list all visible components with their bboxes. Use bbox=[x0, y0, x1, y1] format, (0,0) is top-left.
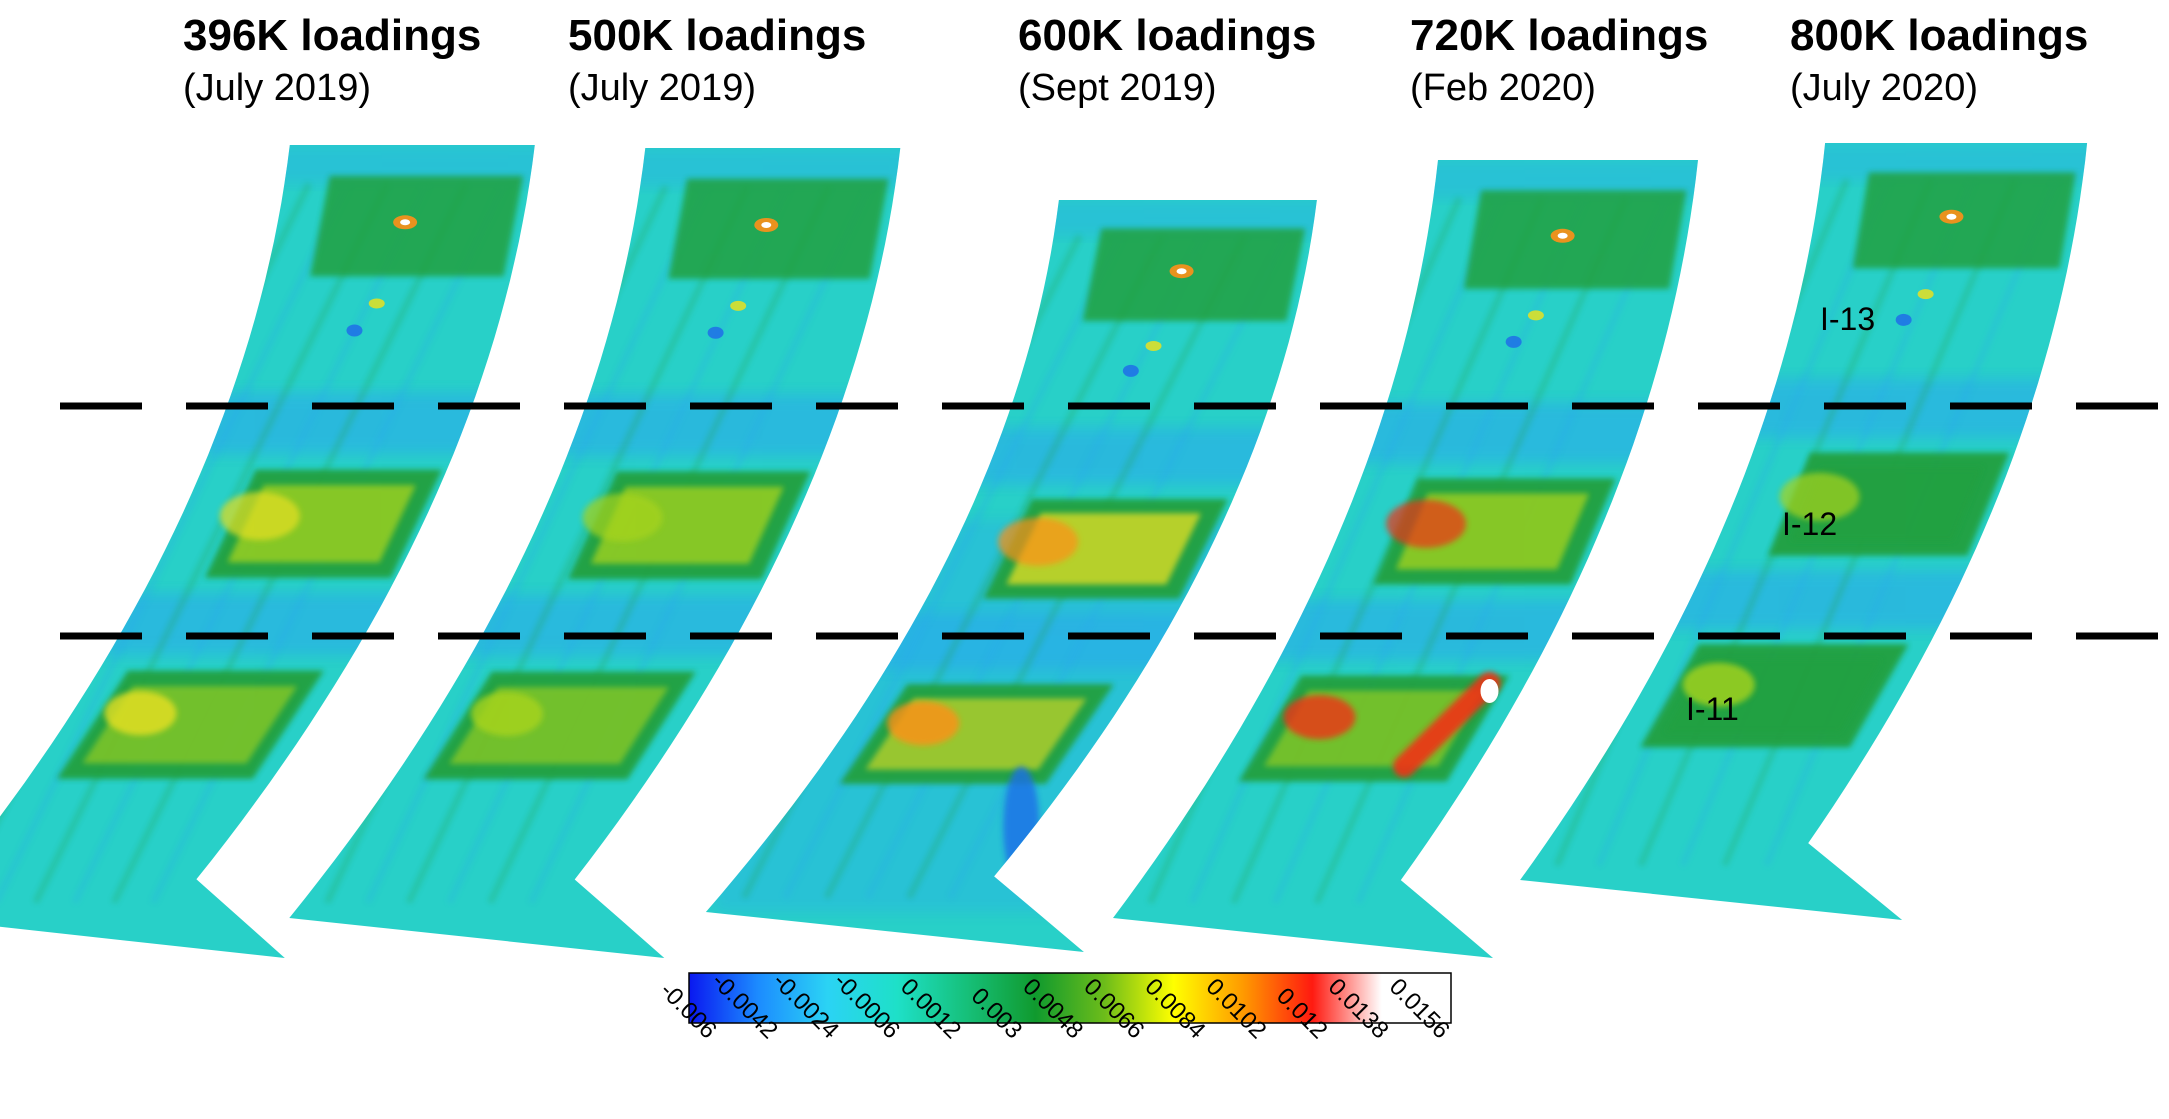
zone-boundaries bbox=[60, 402, 2160, 640]
panel-3-date: (Sept 2019) bbox=[1018, 67, 1217, 109]
panel-3-title: 600K loadings bbox=[1018, 11, 1316, 60]
strain-map-panel-5 bbox=[1520, 143, 2088, 920]
strain-map-panels bbox=[0, 143, 2088, 958]
panel-4-date: (Feb 2020) bbox=[1410, 67, 1596, 109]
panel-2-date: (July 2019) bbox=[568, 67, 756, 109]
strain-map-panel-4 bbox=[1113, 160, 1698, 958]
zone-label-i11: I-11 bbox=[1686, 691, 1739, 727]
panel-titles: 396K loadings (July 2019) 500K loadings … bbox=[183, 11, 2088, 109]
colorbar-bar bbox=[688, 972, 1452, 1024]
panel-1-date: (July 2019) bbox=[183, 67, 371, 109]
panel-5-date: (July 2020) bbox=[1790, 67, 1978, 109]
panel-5-title: 800K loadings bbox=[1790, 11, 2088, 60]
zone-label-i13: I-13 bbox=[1820, 301, 1875, 337]
panel-4-title: 720K loadings bbox=[1410, 11, 1708, 60]
zone-label-i12: I-12 bbox=[1782, 506, 1837, 542]
strain-map-panel-1 bbox=[0, 145, 535, 958]
panel-2-title: 500K loadings bbox=[568, 11, 866, 60]
panel-1-title: 396K loadings bbox=[183, 11, 481, 60]
zone-labels: I-13 I-12 I-11 bbox=[1686, 301, 1875, 727]
